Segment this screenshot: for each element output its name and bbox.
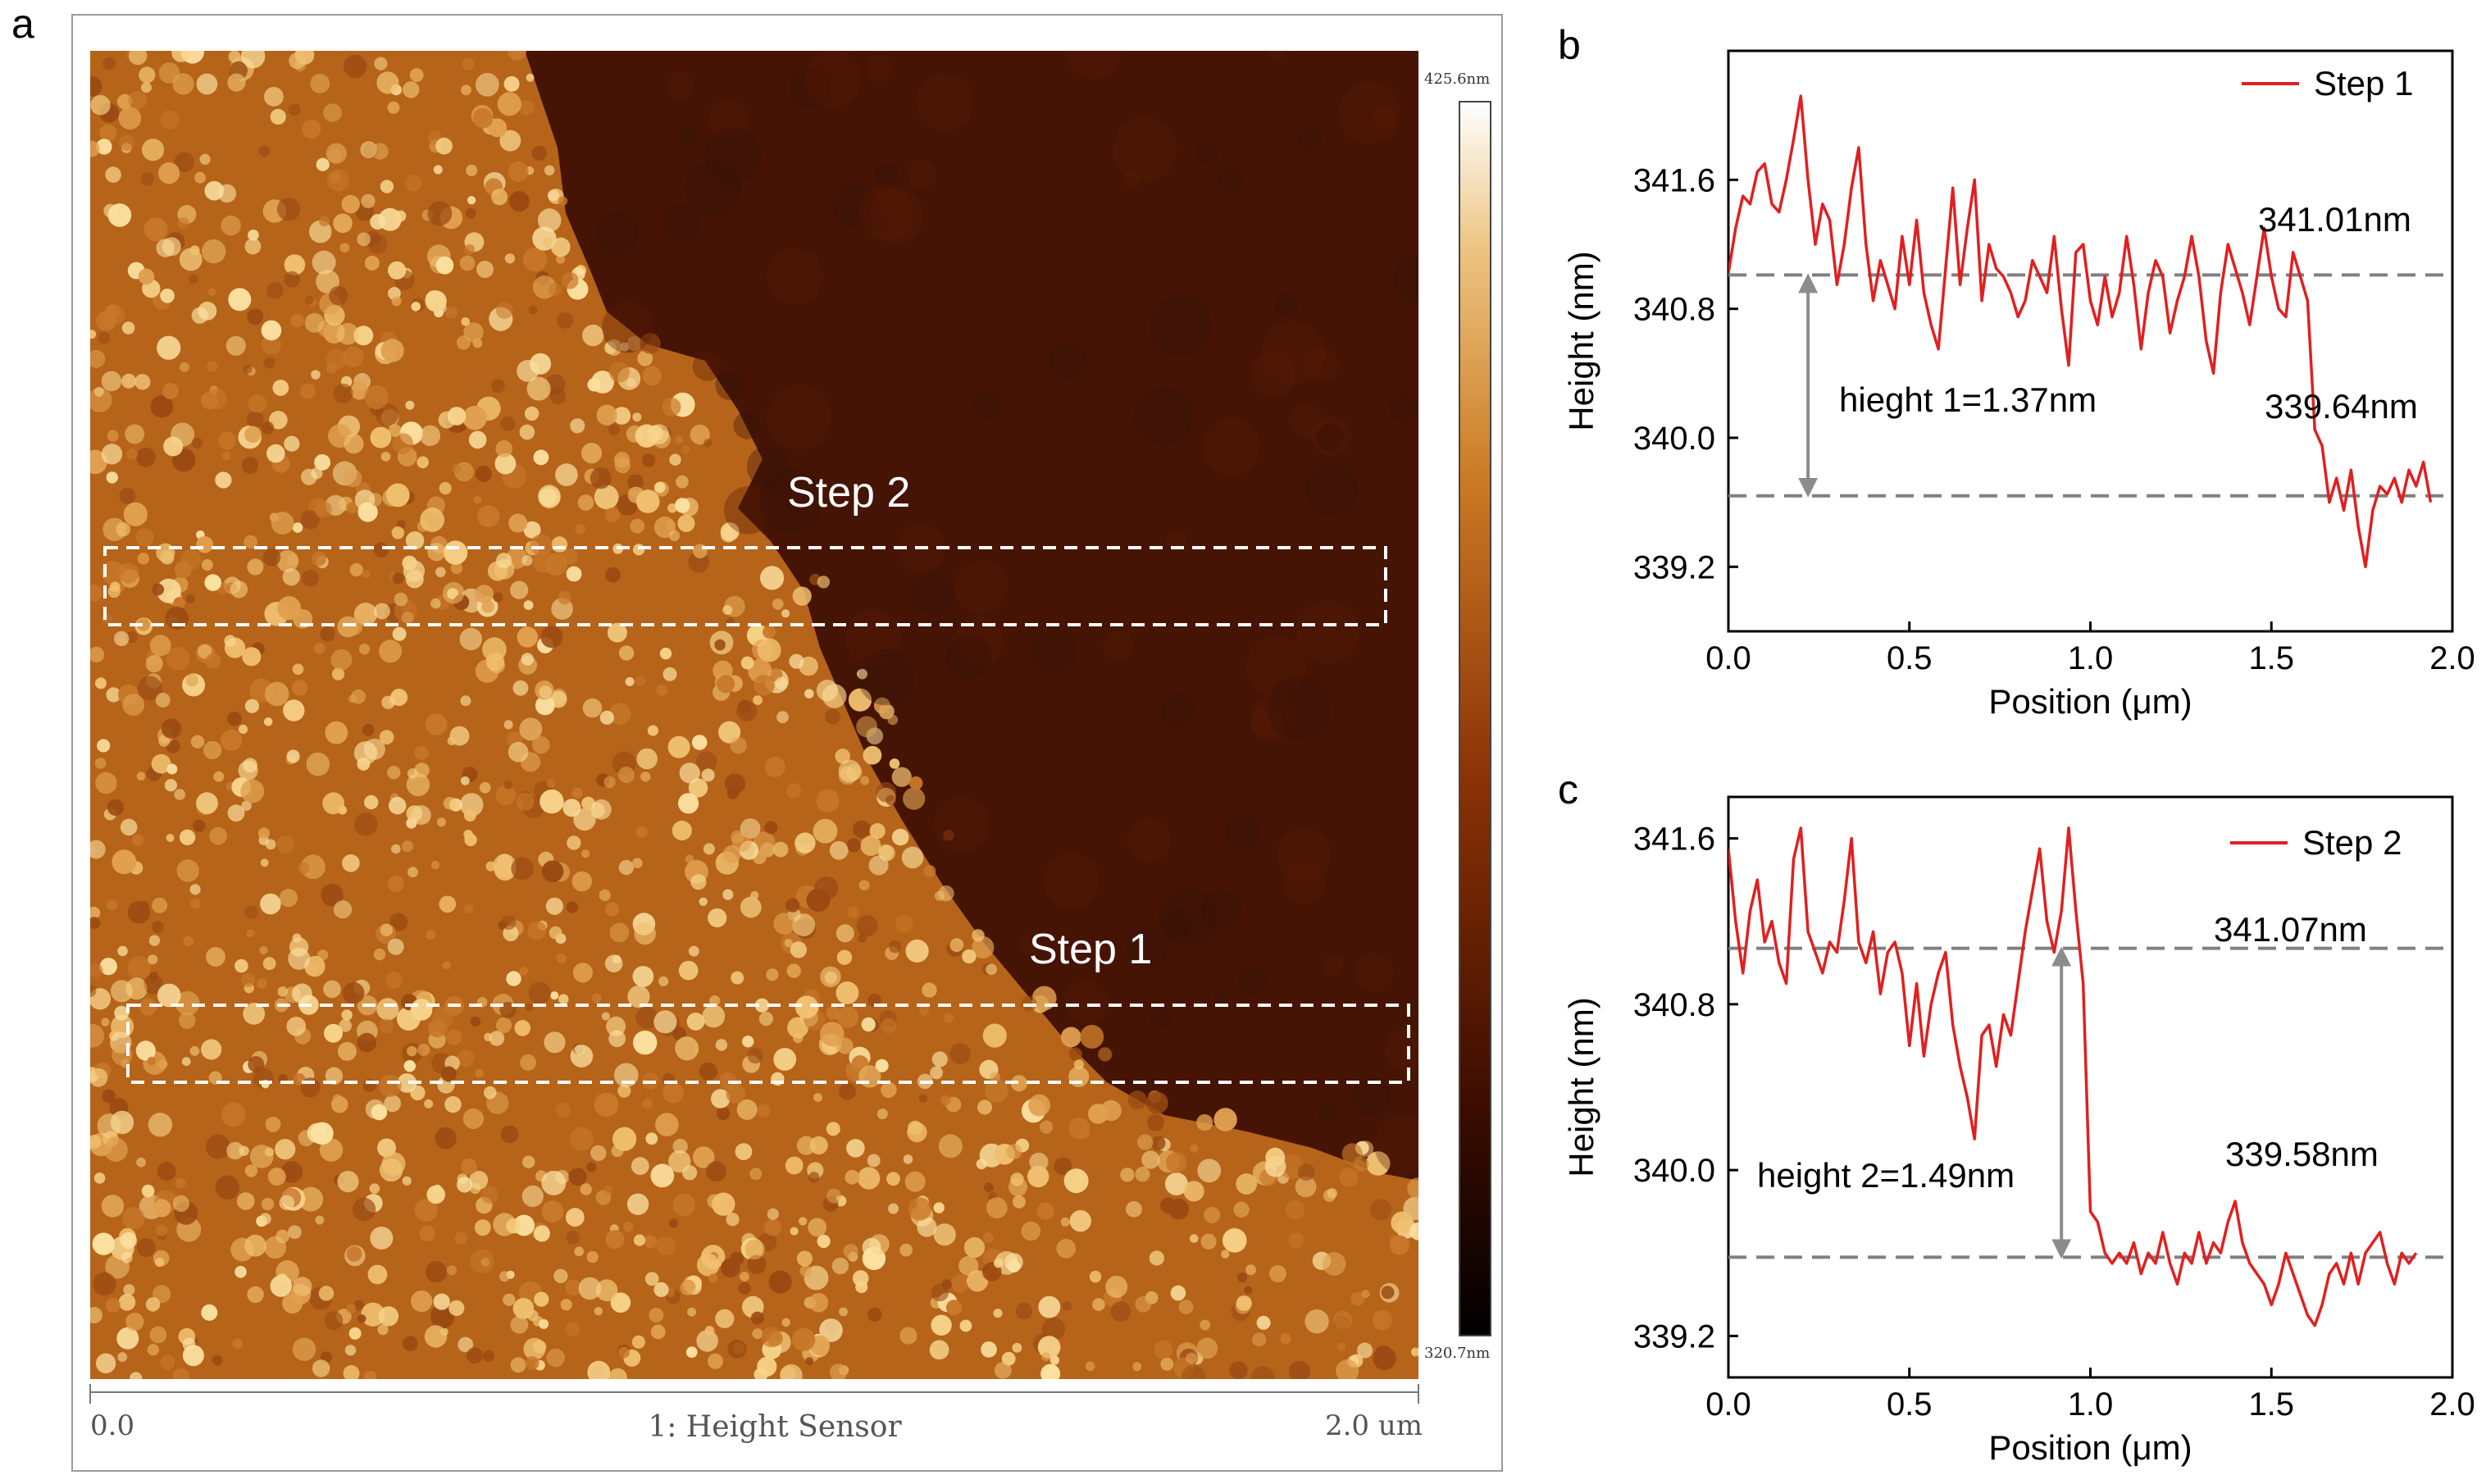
x-axis-label: Position (μm) (1988, 682, 2192, 721)
scale-end-label: 2.0 um (1325, 1409, 1423, 1442)
y-tick-label: 339.2 (1633, 549, 1715, 585)
step2-label: Step 2 (787, 469, 910, 517)
afm-height-image (90, 51, 1418, 1379)
height-profile-step1-chart: 0.0 0.5 1.0 1.5 2.0 339.2 340.0 340.8 341.6 Posit… (1562, 49, 2475, 721)
lower-level-annotation: 339.58nm (2225, 1135, 2379, 1173)
lower-level-annotation: 339.64nm (2265, 387, 2418, 426)
y-tick-label: 340.8 (1633, 292, 1715, 328)
step1-label: Step 1 (1029, 926, 1152, 973)
y-tick-label: 341.6 (1633, 822, 1715, 858)
colorbar-min-label: 320.7nm (1424, 1345, 1490, 1362)
y-tick-label: 339.2 (1633, 1318, 1715, 1354)
panel-a-label: a (11, 1, 34, 47)
colorbar-max-label: 425.6nm (1424, 71, 1490, 88)
panel-c-label: c (1558, 767, 1578, 813)
scale-bar: 0.0 1: Height Sensor 2.0 um (89, 1384, 1423, 1444)
x-tick-label: 1.0 (2068, 1386, 2114, 1423)
y-axis-label: Height (nm) (1562, 251, 1600, 430)
legend-label: Step 1 (2314, 64, 2413, 102)
step2-region-box (103, 546, 1387, 626)
y-tick-label: 340.8 (1633, 987, 1715, 1023)
step1-region-box (126, 1004, 1410, 1084)
colorbar: 425.6nm 320.7nm (1424, 71, 1491, 1362)
x-tick-label: 1.5 (2248, 1386, 2294, 1423)
scale-channel-label: 1: Height Sensor (648, 1410, 902, 1444)
profile-line (1728, 826, 2418, 1327)
plot-frame (1727, 49, 2454, 633)
x-tick-label: 0.0 (1705, 640, 1751, 676)
x-tick-label: 1.0 (2068, 640, 2114, 676)
upper-level-annotation: 341.01nm (2258, 200, 2411, 239)
step-height-annotation: hieght 1=1.37nm (1839, 380, 2097, 419)
x-tick-label: 1.5 (2248, 640, 2294, 676)
legend-label: Step 2 (2302, 823, 2402, 862)
step-height-annotation: height 2=1.49nm (1757, 1156, 2015, 1195)
y-tick-label: 341.6 (1633, 162, 1715, 198)
plot-frame (1727, 795, 2454, 1379)
x-tick-label: 0.5 (1887, 1386, 1933, 1423)
x-tick-label: 0.5 (1887, 640, 1933, 676)
panel-b-label: b (1558, 22, 1581, 68)
x-axis-label: Position (μm) (1988, 1428, 2192, 1467)
height-profile-step2-chart: 0.0 0.5 1.0 1.5 2.0 339.2 340.0 340.8 341.6 Posit… (1562, 795, 2475, 1467)
y-tick-label: 340.0 (1633, 1153, 1715, 1189)
scale-start-label: 0.0 (90, 1409, 134, 1442)
profile-line (1728, 94, 2433, 569)
y-axis-label: Height (nm) (1562, 997, 1600, 1177)
upper-level-annotation: 341.07nm (2214, 910, 2367, 949)
x-tick-label: 2.0 (2429, 1386, 2475, 1423)
y-tick-label: 340.0 (1633, 421, 1715, 457)
x-tick-label: 2.0 (2429, 640, 2475, 676)
x-tick-label: 0.0 (1705, 1386, 1751, 1423)
